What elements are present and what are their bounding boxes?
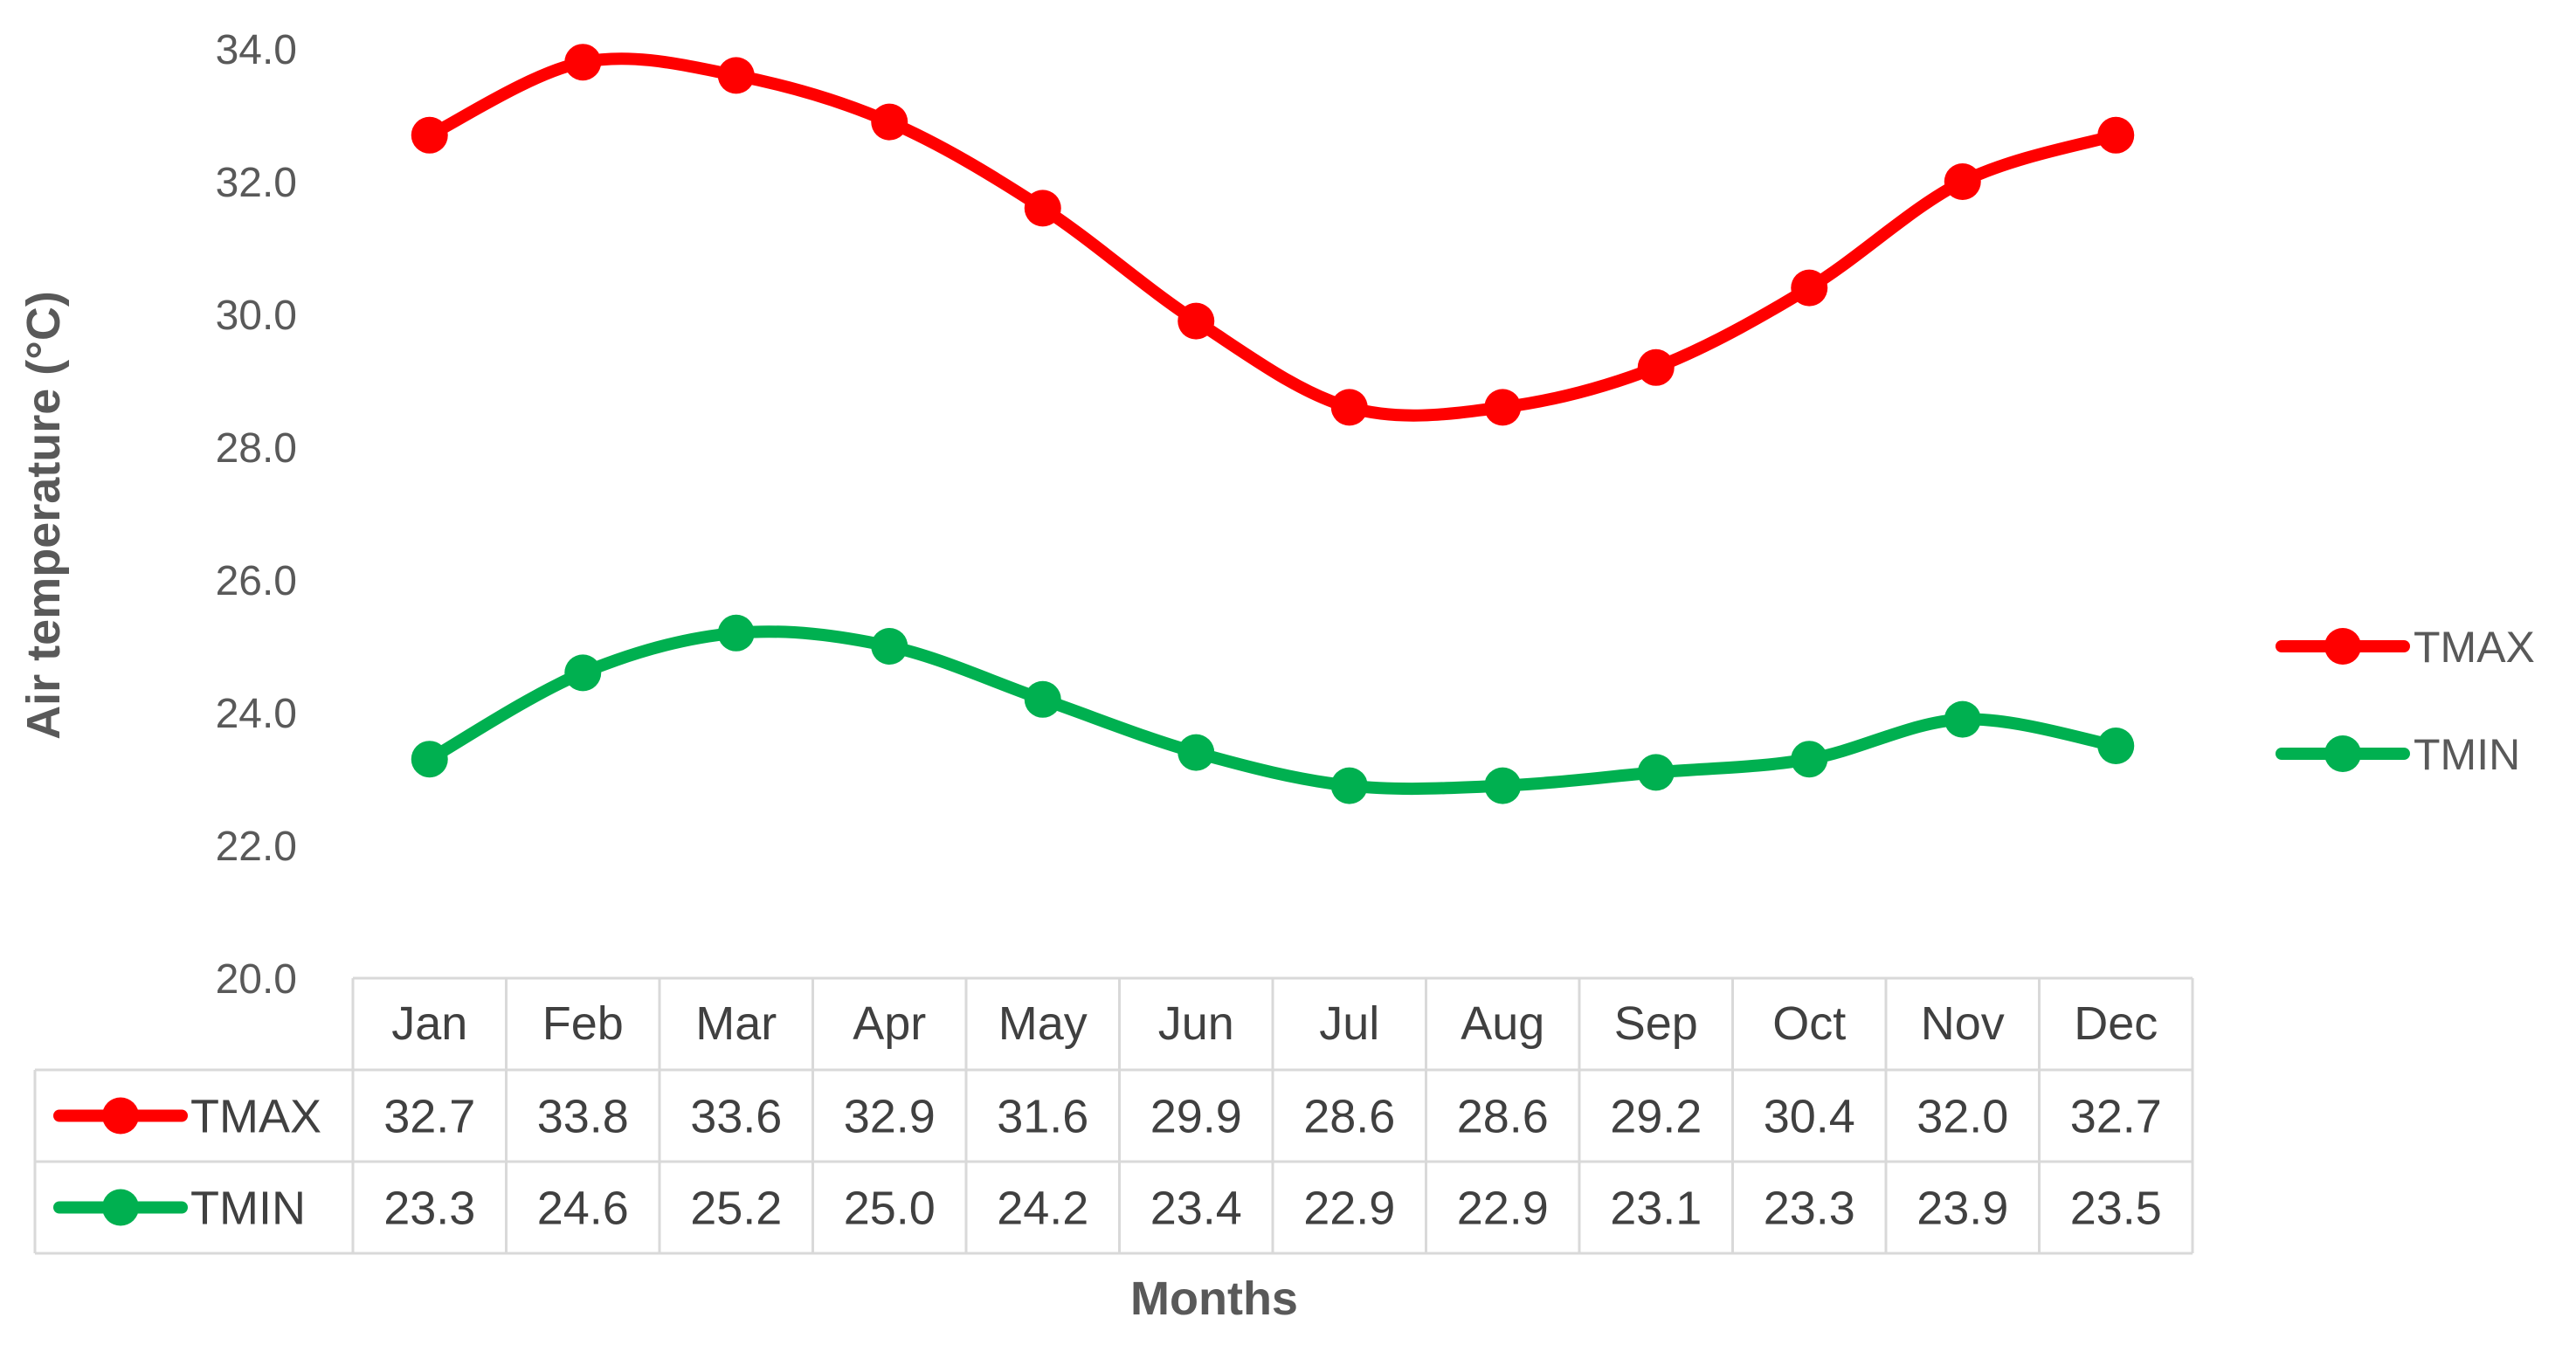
- data-point-tmax: [1791, 269, 1828, 307]
- legend-label: TMAX: [2414, 623, 2535, 672]
- data-point-tmax: [871, 103, 908, 141]
- data-point-tmin: [1944, 700, 1981, 738]
- table-legend-key-marker: [102, 1097, 139, 1135]
- data-point-tmax: [2097, 116, 2135, 154]
- series-line-tmin: [423, 625, 2123, 796]
- x-tick-label: Dec: [2074, 997, 2158, 1050]
- table-cell-value: 29.9: [1150, 1091, 1242, 1143]
- y-tick-label: 32.0: [216, 160, 297, 206]
- data-point-tmin: [1024, 680, 1061, 718]
- table-cell-value: 23.4: [1150, 1183, 1242, 1235]
- x-tick-label: May: [998, 997, 1088, 1050]
- table-cell-value: 30.4: [1764, 1091, 1855, 1143]
- y-tick-label: 26.0: [216, 558, 297, 604]
- x-tick-label: Sep: [1614, 997, 1698, 1050]
- y-tick-label: 24.0: [216, 691, 297, 737]
- data-point-tmin: [411, 741, 448, 778]
- x-tick-label: Jan: [391, 997, 467, 1050]
- table-cell-value: 33.8: [537, 1091, 629, 1143]
- x-tick-label: Nov: [1921, 997, 2005, 1050]
- data-point-tmin: [1330, 767, 1368, 804]
- table-cell-value: 29.2: [1610, 1091, 1702, 1143]
- data-point-tmin: [871, 628, 908, 665]
- data-point-tmin: [1637, 754, 1675, 791]
- x-tick-label: Jul: [1319, 997, 1379, 1050]
- table-cell-value: 31.6: [997, 1091, 1088, 1143]
- data-point-tmax: [1944, 163, 1981, 200]
- x-tick-label: Mar: [695, 997, 777, 1050]
- x-tick-label: Apr: [853, 997, 926, 1050]
- x-tick-label: Jun: [1158, 997, 1234, 1050]
- table-cell-value: 23.5: [2070, 1183, 2162, 1235]
- x-tick-label: Feb: [542, 997, 624, 1050]
- data-point-tmax: [1178, 302, 1215, 340]
- legend-label: TMIN: [2414, 730, 2520, 779]
- table-cell-value: 32.0: [1916, 1091, 2008, 1143]
- table-series-name: TMIN: [190, 1183, 306, 1235]
- data-point-tmax: [1637, 348, 1675, 386]
- table-cell-value: 28.6: [1457, 1091, 1549, 1143]
- data-point-tmax: [1024, 190, 1061, 227]
- table-cell-value: 24.2: [997, 1183, 1088, 1235]
- x-tick-label: Oct: [1772, 997, 1846, 1050]
- legend-key-marker: [2324, 735, 2361, 772]
- table-cell-value: 24.6: [537, 1183, 629, 1235]
- data-point-tmin: [1791, 741, 1828, 778]
- x-axis-title: Months: [1130, 1273, 1298, 1325]
- table-cell-value: 28.6: [1303, 1091, 1395, 1143]
- table-cell-value: 22.9: [1303, 1183, 1395, 1235]
- table-cell-value: 23.1: [1610, 1183, 1702, 1235]
- data-point-tmax: [1484, 389, 1522, 426]
- y-tick-label: 30.0: [216, 293, 297, 339]
- data-point-tmin: [1484, 767, 1522, 804]
- data-point-tmax: [564, 44, 602, 81]
- y-tick-label: 20.0: [216, 956, 297, 1003]
- x-tick-label: Aug: [1461, 997, 1544, 1050]
- data-point-tmin: [1178, 734, 1215, 771]
- data-point-tmin: [717, 614, 755, 652]
- series-line-tmax: [423, 52, 2123, 422]
- data-point-tmax: [1330, 389, 1368, 426]
- table-cell-value: 23.3: [1764, 1183, 1855, 1235]
- table-cell-value: 23.3: [383, 1183, 475, 1235]
- y-axis-title: Air temperature (°C): [17, 291, 70, 740]
- y-tick-label: 22.0: [216, 824, 297, 870]
- y-tick-label: 34.0: [216, 27, 297, 73]
- table-cell-value: 32.9: [844, 1091, 936, 1143]
- legend-key-marker: [2324, 628, 2361, 665]
- table-cell-value: 32.7: [383, 1091, 475, 1143]
- table-cell-value: 23.9: [1916, 1183, 2008, 1235]
- table-cell-value: 22.9: [1457, 1183, 1549, 1235]
- data-point-tmax: [411, 116, 448, 154]
- table-cell-value: 25.0: [844, 1183, 936, 1235]
- table-legend-key-marker: [102, 1189, 139, 1226]
- table-cell-value: 32.7: [2070, 1091, 2162, 1143]
- table-series-name: TMAX: [190, 1091, 321, 1143]
- y-tick-label: 28.0: [216, 425, 297, 472]
- data-point-tmin: [564, 654, 602, 692]
- data-point-tmax: [717, 57, 755, 94]
- table-cell-value: 33.6: [690, 1091, 782, 1143]
- table-cell-value: 25.2: [690, 1183, 782, 1235]
- data-point-tmin: [2097, 728, 2135, 764]
